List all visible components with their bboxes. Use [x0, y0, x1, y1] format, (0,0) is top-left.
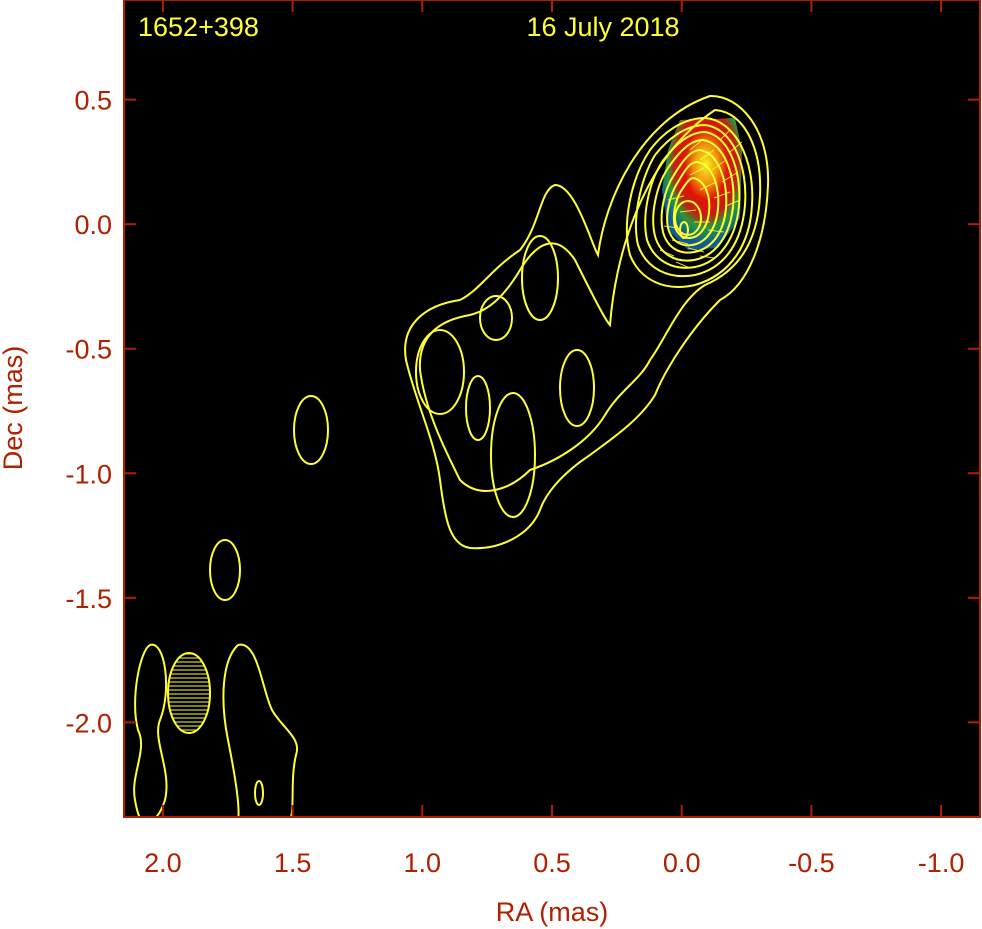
contour-core-3 — [625, 116, 754, 288]
contour-core-9 — [672, 176, 711, 240]
x-tick-label: 1.5 — [274, 848, 312, 878]
y-tick-label: 0.0 — [74, 210, 112, 240]
plot-background — [124, 0, 980, 817]
y-tick-label: -0.5 — [65, 335, 112, 365]
x-tick-label: -1.0 — [918, 848, 965, 878]
contour-core-6 — [652, 138, 735, 262]
axis-ticks — [124, 0, 980, 817]
contour-core-5 — [644, 130, 741, 269]
x-tick-label: 2.0 — [144, 848, 182, 878]
x-tick-label: 0.0 — [663, 848, 701, 878]
contour-blob-f — [490, 392, 536, 518]
x-axis-label: RA (mas) — [496, 897, 609, 927]
contour-blob-a — [521, 235, 559, 321]
x-tick-label: -0.5 — [788, 848, 835, 878]
epoch-label: 16 July 2018 — [526, 12, 679, 42]
contour-outer-jet — [404, 94, 770, 550]
contour-blob-c — [559, 349, 595, 427]
y-tick-label: -2.0 — [65, 708, 112, 738]
x-tick-label: 0.5 — [533, 848, 571, 878]
y-tick-label: -1.5 — [65, 584, 112, 614]
y-tick-label: -1.0 — [65, 459, 112, 489]
contour-isolated-1 — [293, 395, 329, 465]
contour-jet-2 — [418, 108, 762, 492]
contour-core-peak — [679, 221, 689, 239]
contour-isolated-2 — [209, 539, 241, 601]
source-name-label: 1652+398 — [138, 12, 259, 42]
contour-blob-b — [479, 295, 513, 341]
beam-ellipse — [167, 652, 211, 734]
contour-lower-left-2 — [222, 643, 299, 817]
x-tick-label: 1.0 — [404, 848, 442, 878]
tick-labels: 2.0 1.5 1.0 0.5 0.0 -0.5 -1.0 0.5 0.0 -0.5 -1.0 -1.… — [65, 86, 964, 878]
contour-blob-e — [465, 375, 491, 441]
y-tick-label: 0.5 — [74, 86, 112, 116]
contour-isolated-3 — [254, 780, 264, 806]
contour-core-7 — [660, 148, 728, 254]
y-axis-label: Dec (mas) — [0, 346, 28, 471]
contour-lower-left-1 — [133, 643, 168, 817]
contour-core-4 — [635, 123, 747, 278]
contour-core-8 — [666, 160, 720, 247]
contour-blob-d — [415, 329, 465, 415]
intensity-contours — [133, 94, 770, 817]
